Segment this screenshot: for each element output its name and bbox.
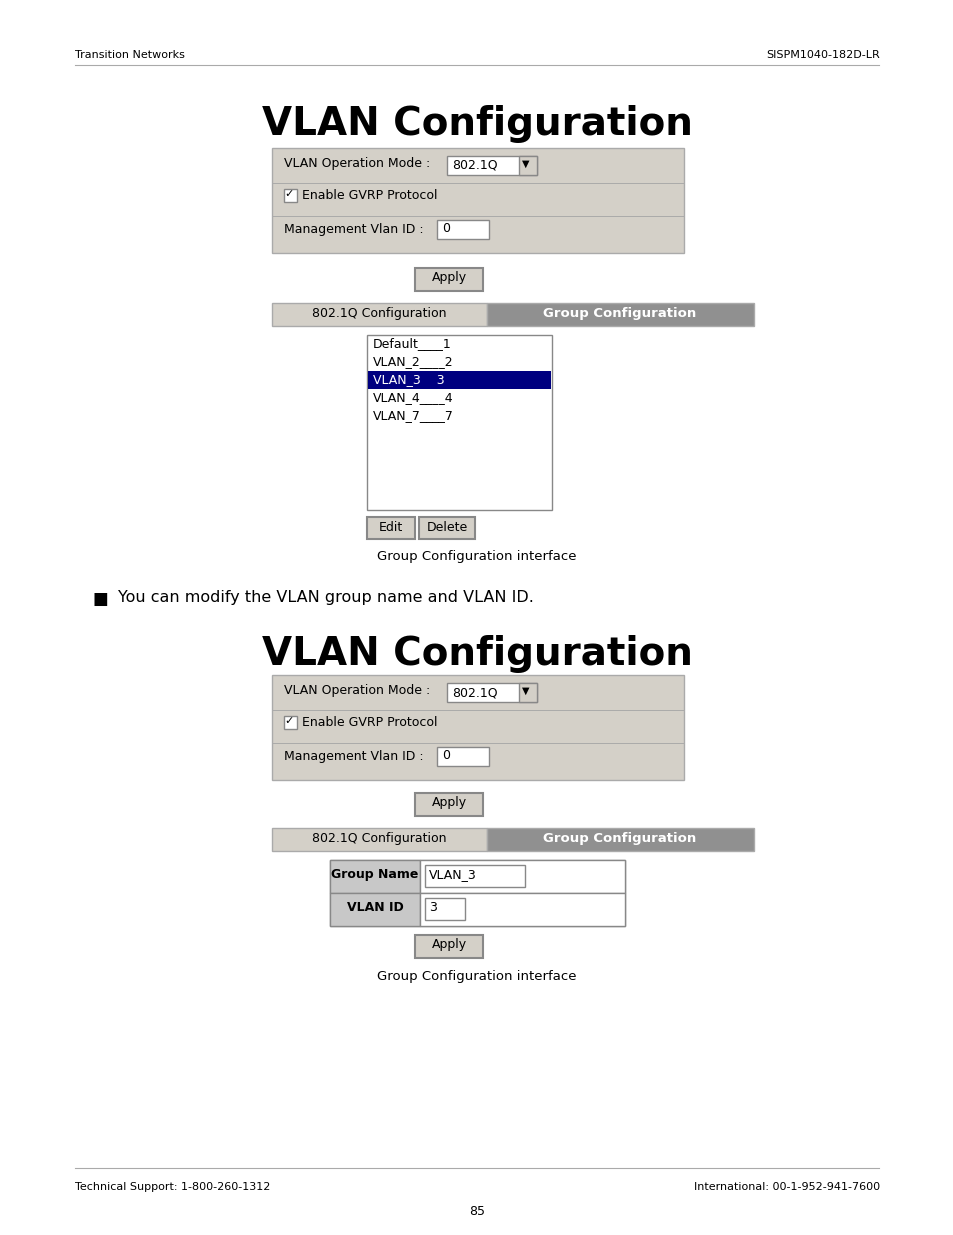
Bar: [284, 716, 296, 729]
Text: VLAN_3    3: VLAN_3 3: [373, 373, 444, 387]
Text: 802.1Q Configuration: 802.1Q Configuration: [312, 832, 446, 845]
Text: Management Vlan ID :: Management Vlan ID :: [284, 224, 427, 236]
Text: Enable GVRP Protocol: Enable GVRP Protocol: [302, 189, 437, 203]
Bar: [284, 189, 296, 203]
Bar: [330, 860, 624, 926]
Text: VLAN Configuration: VLAN Configuration: [261, 635, 692, 673]
Text: Group Name: Group Name: [331, 868, 418, 881]
Bar: [486, 303, 753, 326]
Text: Apply: Apply: [431, 270, 466, 284]
Text: ✓: ✓: [284, 716, 294, 726]
Bar: [486, 827, 753, 851]
Bar: [415, 793, 482, 816]
Text: VLAN_4____4: VLAN_4____4: [373, 391, 453, 404]
Bar: [330, 860, 419, 893]
Text: 3: 3: [429, 902, 436, 914]
Text: Apply: Apply: [431, 797, 466, 809]
Bar: [424, 864, 524, 887]
Bar: [367, 517, 415, 538]
Bar: [447, 683, 537, 701]
Text: SISPM1040-182D-LR: SISPM1040-182D-LR: [765, 49, 879, 61]
Bar: [367, 335, 552, 510]
Text: International: 00-1-952-941-7600: International: 00-1-952-941-7600: [693, 1182, 879, 1192]
Text: Group Configuration: Group Configuration: [543, 832, 696, 845]
Text: ■: ■: [92, 590, 109, 608]
Text: You can modify the VLAN group name and VLAN ID.: You can modify the VLAN group name and V…: [118, 590, 534, 605]
Text: Default____1: Default____1: [373, 337, 452, 350]
Bar: [419, 893, 624, 926]
Bar: [415, 935, 482, 958]
Text: Delete: Delete: [426, 521, 467, 534]
Text: VLAN Configuration: VLAN Configuration: [261, 105, 692, 143]
Text: VLAN Operation Mode :: VLAN Operation Mode :: [284, 684, 434, 697]
Bar: [436, 747, 489, 766]
Text: Technical Support: 1-800-260-1312: Technical Support: 1-800-260-1312: [75, 1182, 270, 1192]
Text: Group Configuration interface: Group Configuration interface: [376, 550, 577, 563]
Bar: [518, 683, 537, 701]
Bar: [330, 893, 419, 926]
Bar: [419, 860, 624, 893]
Text: ▼: ▼: [521, 685, 529, 697]
Text: Management Vlan ID :: Management Vlan ID :: [284, 750, 427, 763]
Bar: [272, 148, 683, 253]
Bar: [272, 827, 486, 851]
Bar: [272, 676, 683, 781]
Text: 802.1Q: 802.1Q: [452, 159, 497, 172]
Text: Apply: Apply: [431, 939, 466, 951]
Text: Group Configuration interface: Group Configuration interface: [376, 969, 577, 983]
Text: VLAN Operation Mode :: VLAN Operation Mode :: [284, 157, 434, 170]
Text: Group Configuration: Group Configuration: [543, 308, 696, 320]
Bar: [415, 268, 482, 291]
Text: ▼: ▼: [521, 159, 529, 169]
Text: Transition Networks: Transition Networks: [75, 49, 185, 61]
Bar: [424, 898, 464, 920]
Bar: [418, 517, 475, 538]
Text: 0: 0: [441, 748, 450, 762]
Bar: [436, 220, 489, 240]
Text: 802.1Q Configuration: 802.1Q Configuration: [312, 308, 446, 320]
Bar: [447, 156, 537, 175]
Text: VLAN_2____2: VLAN_2____2: [373, 354, 453, 368]
Bar: [518, 156, 537, 175]
Text: 802.1Q: 802.1Q: [452, 685, 497, 699]
Text: 85: 85: [469, 1205, 484, 1218]
Text: VLAN_7____7: VLAN_7____7: [373, 409, 454, 422]
Bar: [272, 303, 486, 326]
Text: 0: 0: [441, 222, 450, 235]
Text: Enable GVRP Protocol: Enable GVRP Protocol: [302, 716, 437, 729]
Text: VLAN ID: VLAN ID: [346, 902, 403, 914]
Text: VLAN_3: VLAN_3: [429, 868, 476, 881]
Text: Edit: Edit: [378, 521, 403, 534]
Bar: [368, 370, 551, 389]
Text: ✓: ✓: [284, 189, 294, 199]
